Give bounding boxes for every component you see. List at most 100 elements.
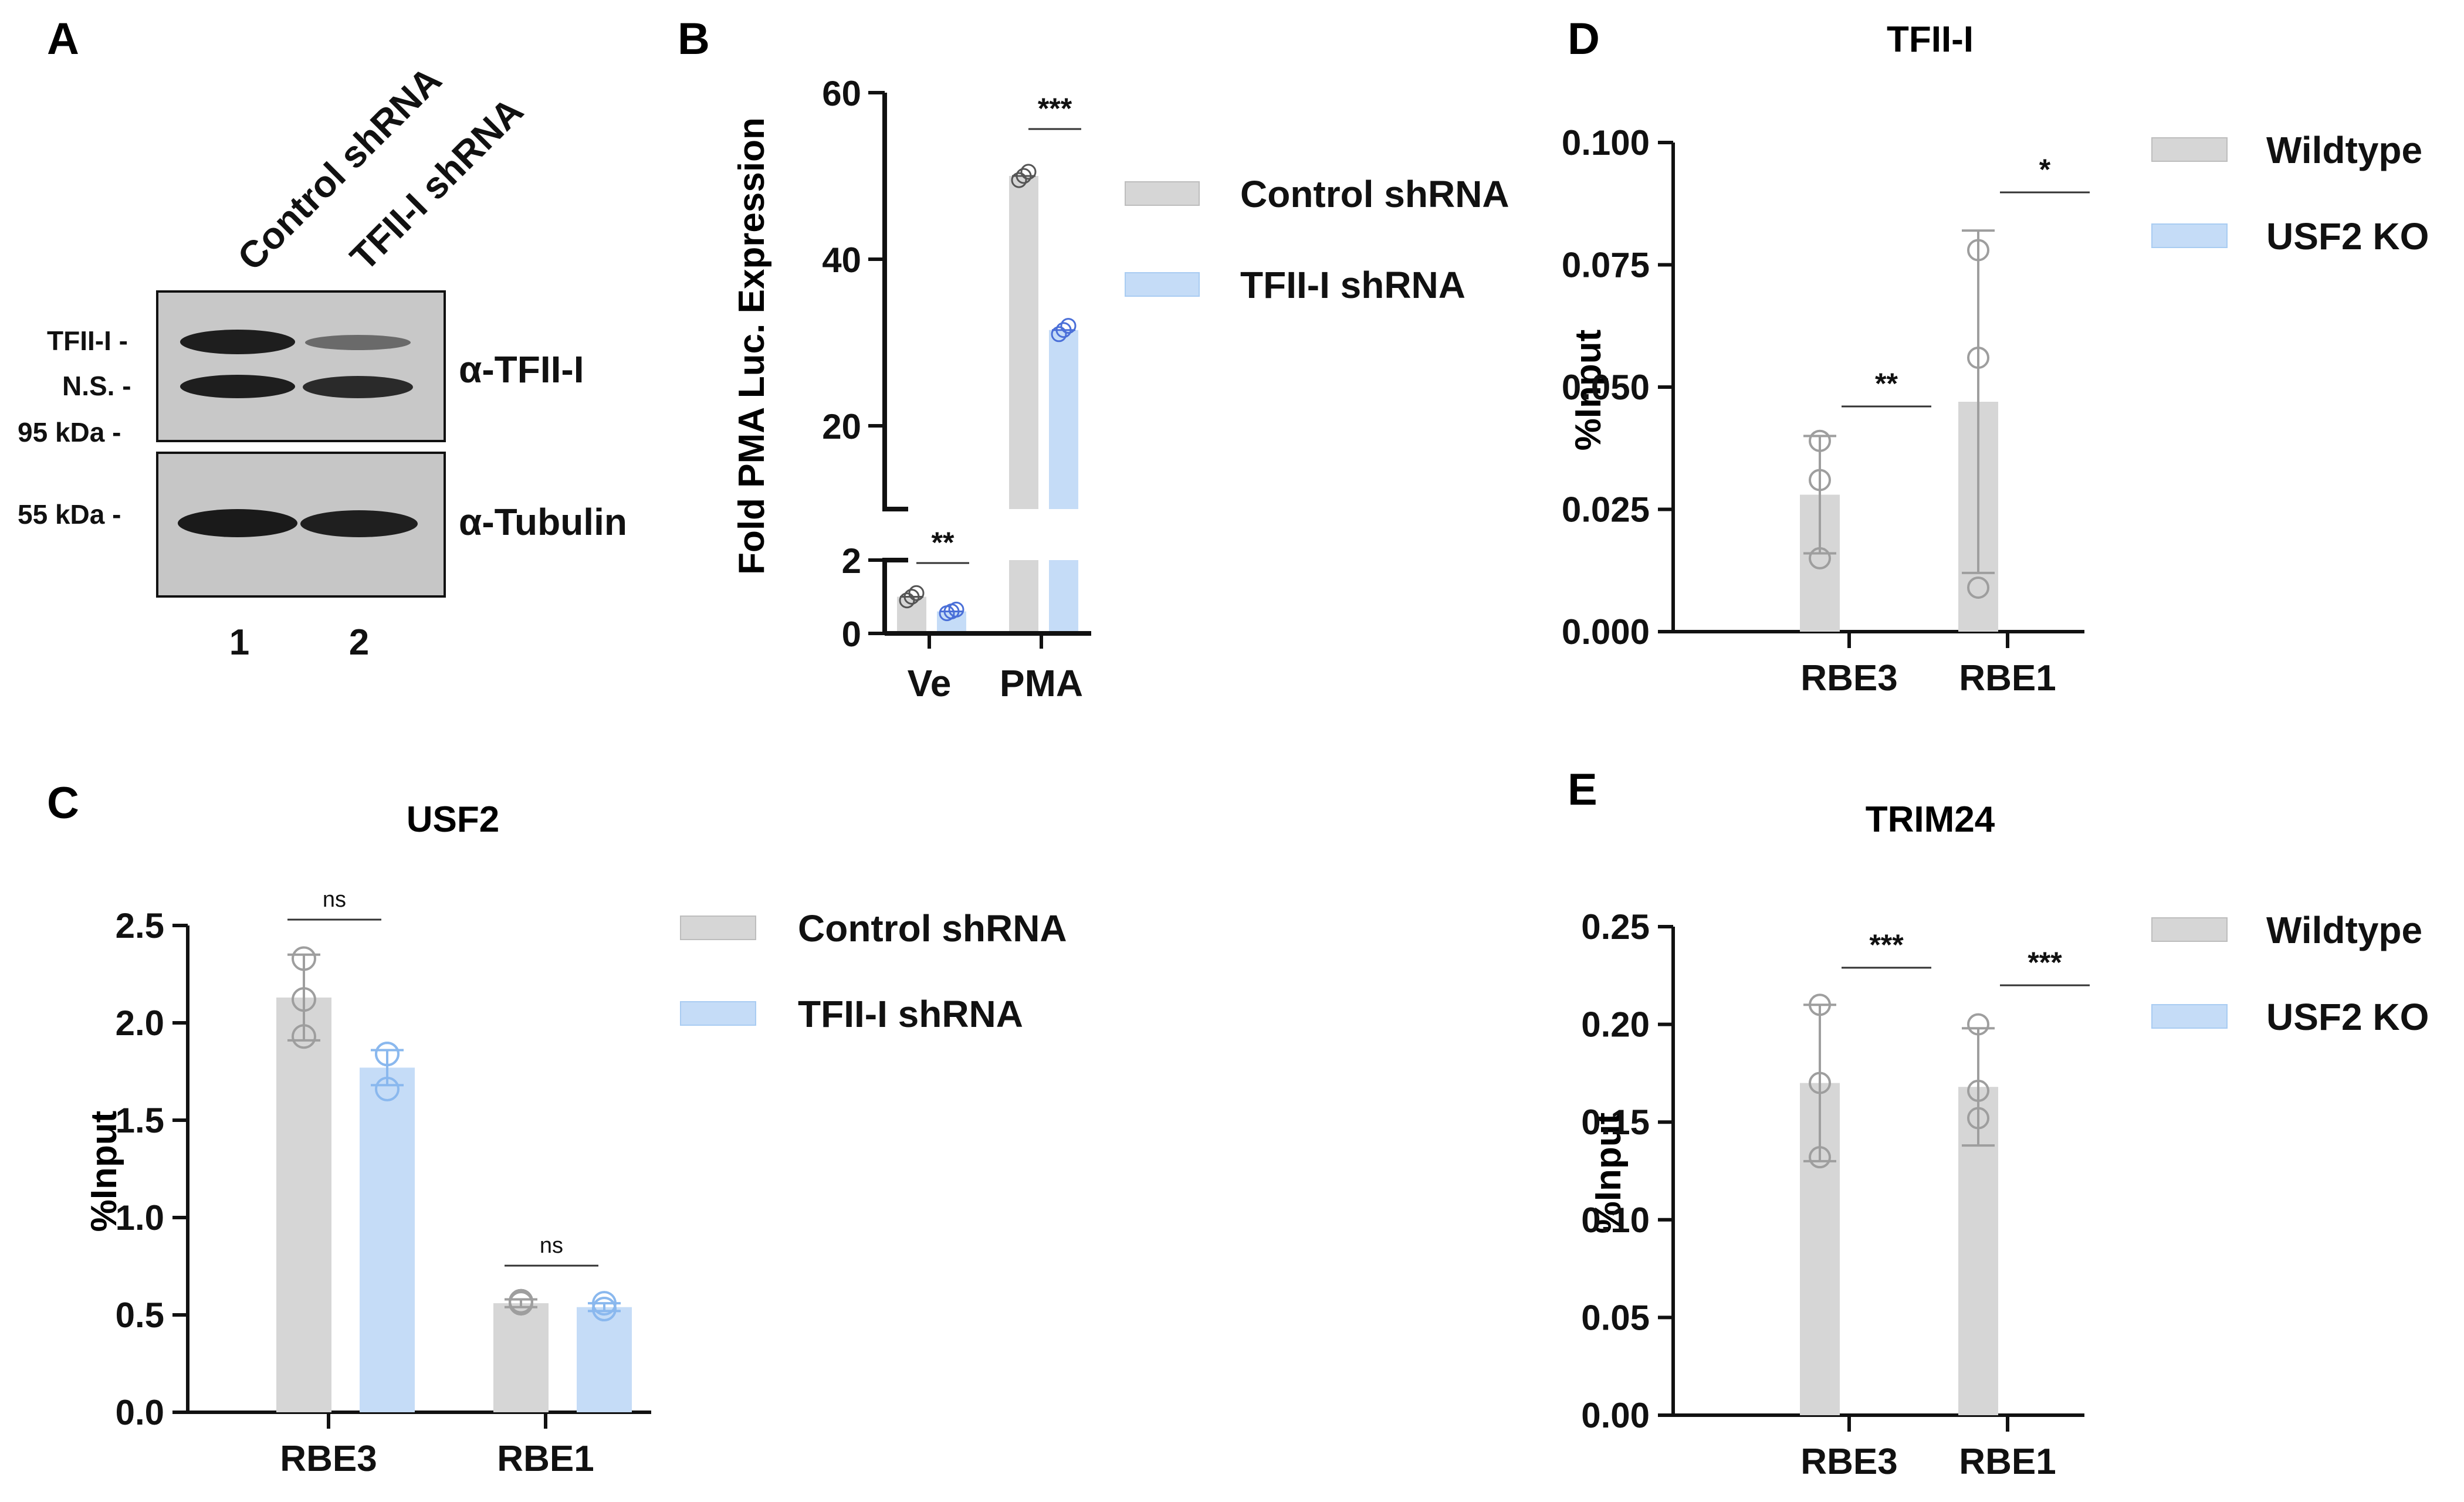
lane-number-2: 2 [349, 622, 369, 663]
c-data-point [292, 1024, 316, 1049]
d-data-point [1967, 239, 1989, 262]
d-x-tick-label: RBE1 [1959, 658, 2056, 699]
antibody-tfii: α-TFII-I [459, 348, 584, 391]
e-legend-swatch [2151, 917, 2228, 942]
c-bar-treatment [360, 1067, 415, 1412]
e-y-tick-label: 0.25 [1581, 907, 1650, 947]
e-significance-label: *** [2028, 946, 2062, 979]
b-legend-label: TFII-I shRNA [1240, 264, 1465, 306]
b-legend-swatch [1125, 272, 1200, 297]
e-data-point [1809, 1072, 1831, 1094]
lane-number-1: 1 [229, 622, 249, 663]
c-bar-control [493, 1303, 549, 1412]
blot-label-ns: N.S. - [62, 371, 131, 401]
c-data-point [592, 1297, 617, 1322]
c-legend-swatch [680, 916, 756, 940]
d-y-axis-label: %Input [1568, 330, 1609, 451]
c-x-tick-label: RBE1 [497, 1439, 594, 1479]
b-y-tick-label: 2 [842, 541, 861, 581]
e-legend-label: USF2 KO [2266, 996, 2429, 1038]
d-significance-label: ** [1875, 367, 1898, 400]
e-y-tick-label: 0.05 [1581, 1298, 1650, 1337]
band-tfii-lane1 [180, 330, 295, 354]
e-y-tick-label: 0.15 [1581, 1103, 1650, 1142]
c-data-point [509, 1291, 533, 1316]
e-chart-title: TRIM24 [1866, 799, 1995, 840]
d-data-point [1809, 469, 1831, 491]
d-y-tick-label: 0.000 [1562, 612, 1650, 652]
c-data-point [592, 1291, 617, 1316]
b-data-point [1020, 164, 1037, 180]
b-legend-swatch [1125, 181, 1200, 206]
panel-letter-e: E [1568, 765, 1597, 815]
d-data-point [1809, 429, 1831, 452]
panel-letter-a: A [47, 14, 79, 64]
c-x-tick-label: RBE3 [280, 1439, 377, 1479]
b-y-tick-label: 40 [822, 240, 861, 280]
b-bar-control-lower [1009, 560, 1038, 633]
c-y-tick-label: 0.5 [116, 1296, 164, 1335]
b-y-tick-label: 0 [842, 615, 861, 654]
d-data-point [1809, 547, 1831, 569]
d-significance-label: * [2039, 153, 2051, 186]
d-legend-swatch [2151, 137, 2228, 162]
b-data-point [1060, 318, 1077, 334]
b-data-point [908, 585, 925, 601]
e-data-point [1967, 1107, 1989, 1130]
b-data-point [948, 601, 964, 618]
band-ns-lane2 [303, 376, 413, 398]
c-legend-label: Control shRNA [798, 907, 1067, 950]
d-legend-swatch [2151, 223, 2228, 248]
b-significance-label: ** [932, 526, 955, 559]
e-legend-label: Wildtype [2266, 909, 2422, 951]
b-data-point [1051, 326, 1067, 343]
b-y-tick-label: 60 [822, 74, 861, 113]
b-data-point [1011, 172, 1027, 188]
blot-top [156, 290, 446, 442]
panel-b-chart: B Fold PMA Luc. Expression 20 40 60 0 2 Ve ** P… [678, 14, 1509, 704]
panel-e-chart: E TRIM24 %Input 0.00 0.05 0.10 0.15 0.20 0.25… [1568, 765, 2429, 1482]
e-x-tick-label: RBE1 [1959, 1442, 2056, 1482]
b-y-tick-label: 20 [822, 407, 861, 446]
c-y-tick-label: 1.0 [116, 1198, 164, 1237]
c-chart-title: USF2 [407, 799, 499, 840]
b-bar-control-upper [1009, 176, 1038, 509]
b-x-tick-label: Ve [908, 662, 952, 704]
c-bar-control [276, 997, 331, 1412]
e-data-point [1967, 1013, 1989, 1036]
c-y-axis-label: %Input [84, 1111, 124, 1232]
d-y-tick-label: 0.075 [1562, 246, 1650, 285]
blot-label-95kda: 95 kDa - [18, 417, 121, 447]
d-y-tick-label: 0.025 [1562, 490, 1650, 530]
c-data-point [375, 1042, 400, 1067]
panel-letter-d: D [1568, 14, 1600, 64]
b-bar-control [897, 596, 926, 633]
b-bar-treatment-upper [1049, 330, 1078, 509]
e-y-tick-label: 0.10 [1581, 1201, 1650, 1240]
d-y-tick-label: 0.050 [1562, 368, 1650, 407]
d-x-tick-label: RBE3 [1800, 658, 1897, 699]
b-data-point [1055, 322, 1072, 338]
c-bar-treatment [577, 1307, 632, 1412]
e-y-tick-label: 0.00 [1581, 1396, 1650, 1435]
c-significance-label: ns [323, 887, 346, 912]
b-y-axis-label: Fold PMA Luc. Expression [732, 117, 772, 575]
band-tubulin-lane2 [300, 510, 418, 537]
panel-letter-b: B [678, 14, 710, 64]
d-data-point [1967, 576, 1989, 599]
b-significance-label: *** [1038, 92, 1072, 125]
d-legend-label: USF2 KO [2266, 215, 2429, 257]
e-significance-label: *** [1869, 928, 1904, 961]
b-data-point [903, 589, 920, 605]
panel-letter-c: C [47, 778, 79, 828]
e-x-tick-label: RBE3 [1800, 1442, 1897, 1482]
c-y-tick-label: 0.0 [116, 1393, 164, 1432]
d-legend-label: Wildtype [2266, 129, 2422, 171]
antibody-tubulin: α-Tubulin [459, 501, 627, 543]
d-y-tick-label: 0.100 [1562, 123, 1650, 162]
c-data-point [292, 987, 316, 1012]
b-legend-label: Control shRNA [1240, 173, 1509, 215]
b-data-point [1016, 168, 1032, 184]
band-ns-lane1 [180, 375, 295, 398]
